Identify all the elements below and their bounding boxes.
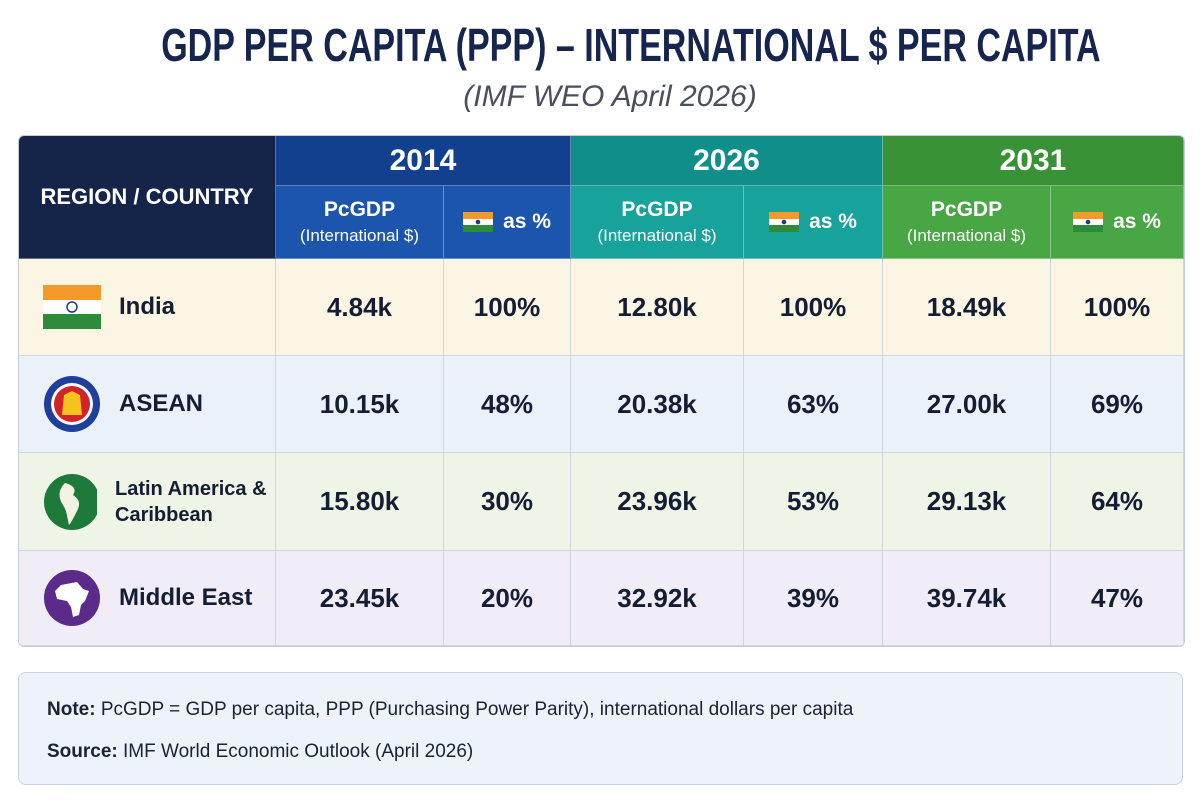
region-cell: Middle East [19, 551, 276, 646]
source: Source: IMF World Economic Outlook (Apri… [47, 741, 1154, 763]
value-cell: 20% [444, 551, 571, 646]
value-cell: 100% [744, 259, 883, 356]
value-cell: 29.13k [883, 453, 1051, 551]
note-label: Note: [47, 699, 96, 720]
value-cell: 100% [444, 259, 571, 356]
share-header: as % [1051, 186, 1184, 259]
value-cell: 64% [1051, 453, 1184, 551]
africa-icon [44, 570, 100, 626]
value-cell: 53% [744, 453, 883, 551]
title: GDP PER CAPITA (PPP) – INTERNATIONAL $ P… [161, 19, 1101, 71]
region-cell: Latin America & Caribbean [19, 453, 276, 551]
notes-box: Note: PcGDP = GDP per capita, PPP (Purch… [18, 672, 1183, 785]
source-label: Source: [47, 741, 118, 762]
share-header: as % [444, 186, 571, 259]
region-name: Middle East [119, 584, 253, 611]
corner-header: REGION / COUNTRY [19, 136, 276, 259]
year-header: 2014 [276, 136, 571, 186]
share-label: as % [1113, 210, 1161, 233]
subtitle: (IMF WEO April 2026) [463, 80, 757, 113]
value-cell: 18.49k [883, 259, 1051, 356]
value-cell: 30% [444, 453, 571, 551]
unit-label: (International $) [299, 226, 420, 245]
value-cell: 47% [1051, 551, 1184, 646]
pcgdp-header: PcGDP (International $) [276, 186, 444, 259]
source-text: IMF World Economic Outlook (April 2026) [123, 741, 474, 762]
value-cell: 63% [744, 356, 883, 453]
region-name: Latin America & Caribbean [115, 477, 267, 526]
value-cell: 23.45k [276, 551, 444, 646]
note-text: PcGDP = GDP per capita, PPP (Purchasing … [100, 699, 854, 720]
year-header: 2026 [571, 136, 883, 186]
india-flag [43, 285, 101, 329]
region-name: India [119, 293, 176, 320]
value-cell: 20.38k [571, 356, 744, 453]
unit-label: (International $) [906, 226, 1027, 245]
table: REGION / COUNTRY 2014 PcGDP (International … [18, 135, 1185, 647]
india-flag [463, 212, 494, 232]
india-flag [769, 212, 800, 232]
value-cell: 27.00k [883, 356, 1051, 453]
region-cell: ASEAN [19, 356, 276, 453]
value-cell: 48% [444, 356, 571, 453]
value-cell: 69% [1051, 356, 1184, 453]
globe-icon [44, 473, 97, 530]
note: Note: PcGDP = GDP per capita, PPP (Purch… [47, 699, 1154, 721]
value-cell: 39% [744, 551, 883, 646]
pcgdp-label: PcGDP [930, 198, 1003, 221]
value-cell: 15.80k [276, 453, 444, 551]
value-cell: 23.96k [571, 453, 744, 551]
asean-logo [44, 376, 100, 432]
pcgdp-header: PcGDP (International $) [883, 186, 1051, 259]
value-cell: 4.84k [276, 259, 444, 356]
pcgdp-label: PcGDP [621, 198, 693, 221]
share-label: as % [809, 210, 857, 233]
year-header: 2031 [883, 136, 1184, 186]
pcgdp-label: PcGDP [323, 198, 396, 221]
share-label: as % [503, 210, 551, 233]
value-cell: 39.74k [883, 551, 1051, 646]
value-cell: 10.15k [276, 356, 444, 453]
unit-label: (International $) [597, 226, 717, 245]
value-cell: 32.92k [571, 551, 744, 646]
region-name: ASEAN [119, 390, 204, 417]
india-flag [1073, 212, 1104, 232]
region-cell: India [19, 259, 276, 356]
pcgdp-header: PcGDP (International $) [571, 186, 744, 259]
value-cell: 12.80k [571, 259, 744, 356]
value-cell: 100% [1051, 259, 1184, 356]
share-header: as % [744, 186, 883, 259]
